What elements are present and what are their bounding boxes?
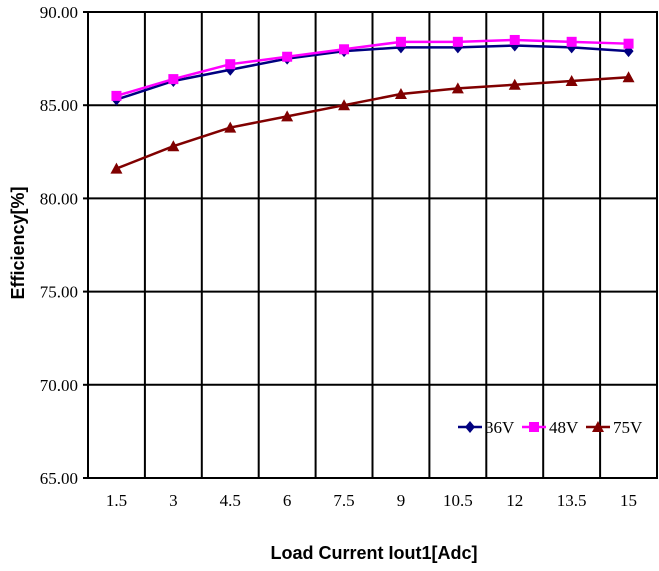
series-layer bbox=[110, 34, 635, 174]
y-tick-label: 80.00 bbox=[40, 189, 78, 208]
x-tick-label: 1.5 bbox=[106, 491, 127, 510]
legend-marker bbox=[465, 421, 475, 433]
series-48v bbox=[111, 34, 634, 101]
data-point-75v bbox=[508, 78, 521, 90]
x-axis-ticks: 1.5 3 4.5 6 7.5 9 10.5 12 13.5 15 bbox=[106, 491, 637, 510]
x-tick-label: 7.5 bbox=[333, 491, 354, 510]
y-tick-label: 85.00 bbox=[40, 96, 78, 115]
y-tick-label: 75.00 bbox=[40, 283, 78, 302]
plot-border bbox=[87, 11, 658, 479]
data-point-75v bbox=[167, 140, 180, 152]
data-point-48v bbox=[111, 90, 122, 101]
data-point-48v bbox=[395, 36, 406, 47]
x-tick-label: 15 bbox=[620, 491, 637, 510]
x-tick-label: 3 bbox=[169, 491, 178, 510]
data-point-48v bbox=[623, 38, 634, 49]
data-point-75v bbox=[394, 88, 407, 100]
data-point-36v bbox=[225, 63, 236, 76]
y-tick-label: 90.00 bbox=[40, 3, 78, 22]
data-point-75v bbox=[281, 110, 294, 122]
y-axis-title: Efficiency[%] bbox=[8, 186, 28, 299]
x-tick-label: 10.5 bbox=[443, 491, 473, 510]
x-tick-label: 6 bbox=[283, 491, 292, 510]
data-point-75v bbox=[451, 82, 464, 94]
data-point-48v bbox=[452, 36, 463, 47]
legend-item-48v: 48V bbox=[522, 418, 579, 437]
y-tick-label: 65.00 bbox=[40, 469, 78, 488]
legend-marker bbox=[592, 421, 604, 432]
data-point-48v bbox=[509, 34, 520, 45]
series-line-75v bbox=[115, 75, 629, 170]
legend-marker bbox=[529, 422, 539, 432]
data-point-48v bbox=[566, 36, 577, 47]
data-point-75v bbox=[565, 74, 578, 86]
legend-item-75v: 75V bbox=[586, 418, 643, 437]
legend: 36V 48V 75V bbox=[458, 418, 643, 437]
y-axis-ticks: 65.00 70.00 75.00 80.00 85.00 90.00 bbox=[40, 3, 88, 488]
x-tick-label: 12 bbox=[506, 491, 523, 510]
legend-label: 36V bbox=[485, 418, 515, 437]
series-75v bbox=[110, 71, 635, 174]
legend-label: 48V bbox=[549, 418, 579, 437]
x-tick-label: 13.5 bbox=[557, 491, 587, 510]
data-point-48v bbox=[168, 74, 179, 85]
data-point-48v bbox=[339, 44, 350, 55]
legend-item-36v: 36V bbox=[458, 418, 515, 437]
series-line-36v bbox=[116, 44, 629, 101]
x-tick-label: 9 bbox=[397, 491, 406, 510]
data-point-75v bbox=[110, 162, 123, 174]
x-axis-title: Load Current Iout1[Adc] bbox=[271, 543, 478, 563]
y-tick-label: 70.00 bbox=[40, 376, 78, 395]
data-point-48v bbox=[225, 59, 236, 70]
series-line-48v bbox=[116, 38, 629, 98]
data-point-75v bbox=[224, 121, 237, 133]
data-point-48v bbox=[282, 51, 293, 62]
legend-label: 75V bbox=[613, 418, 643, 437]
data-point-75v bbox=[622, 71, 635, 83]
data-point-75v bbox=[338, 99, 351, 111]
x-tick-label: 4.5 bbox=[220, 491, 241, 510]
